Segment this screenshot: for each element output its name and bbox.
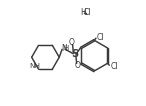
Text: N: N [61,44,67,53]
Text: Cl: Cl [97,33,104,42]
Text: NH: NH [29,63,40,69]
Text: O: O [75,61,80,70]
Text: O: O [69,38,75,47]
Text: H: H [64,45,69,51]
Text: H: H [80,8,86,17]
Text: Cl: Cl [84,8,91,17]
Text: S: S [71,49,78,59]
Text: Cl: Cl [110,62,118,71]
